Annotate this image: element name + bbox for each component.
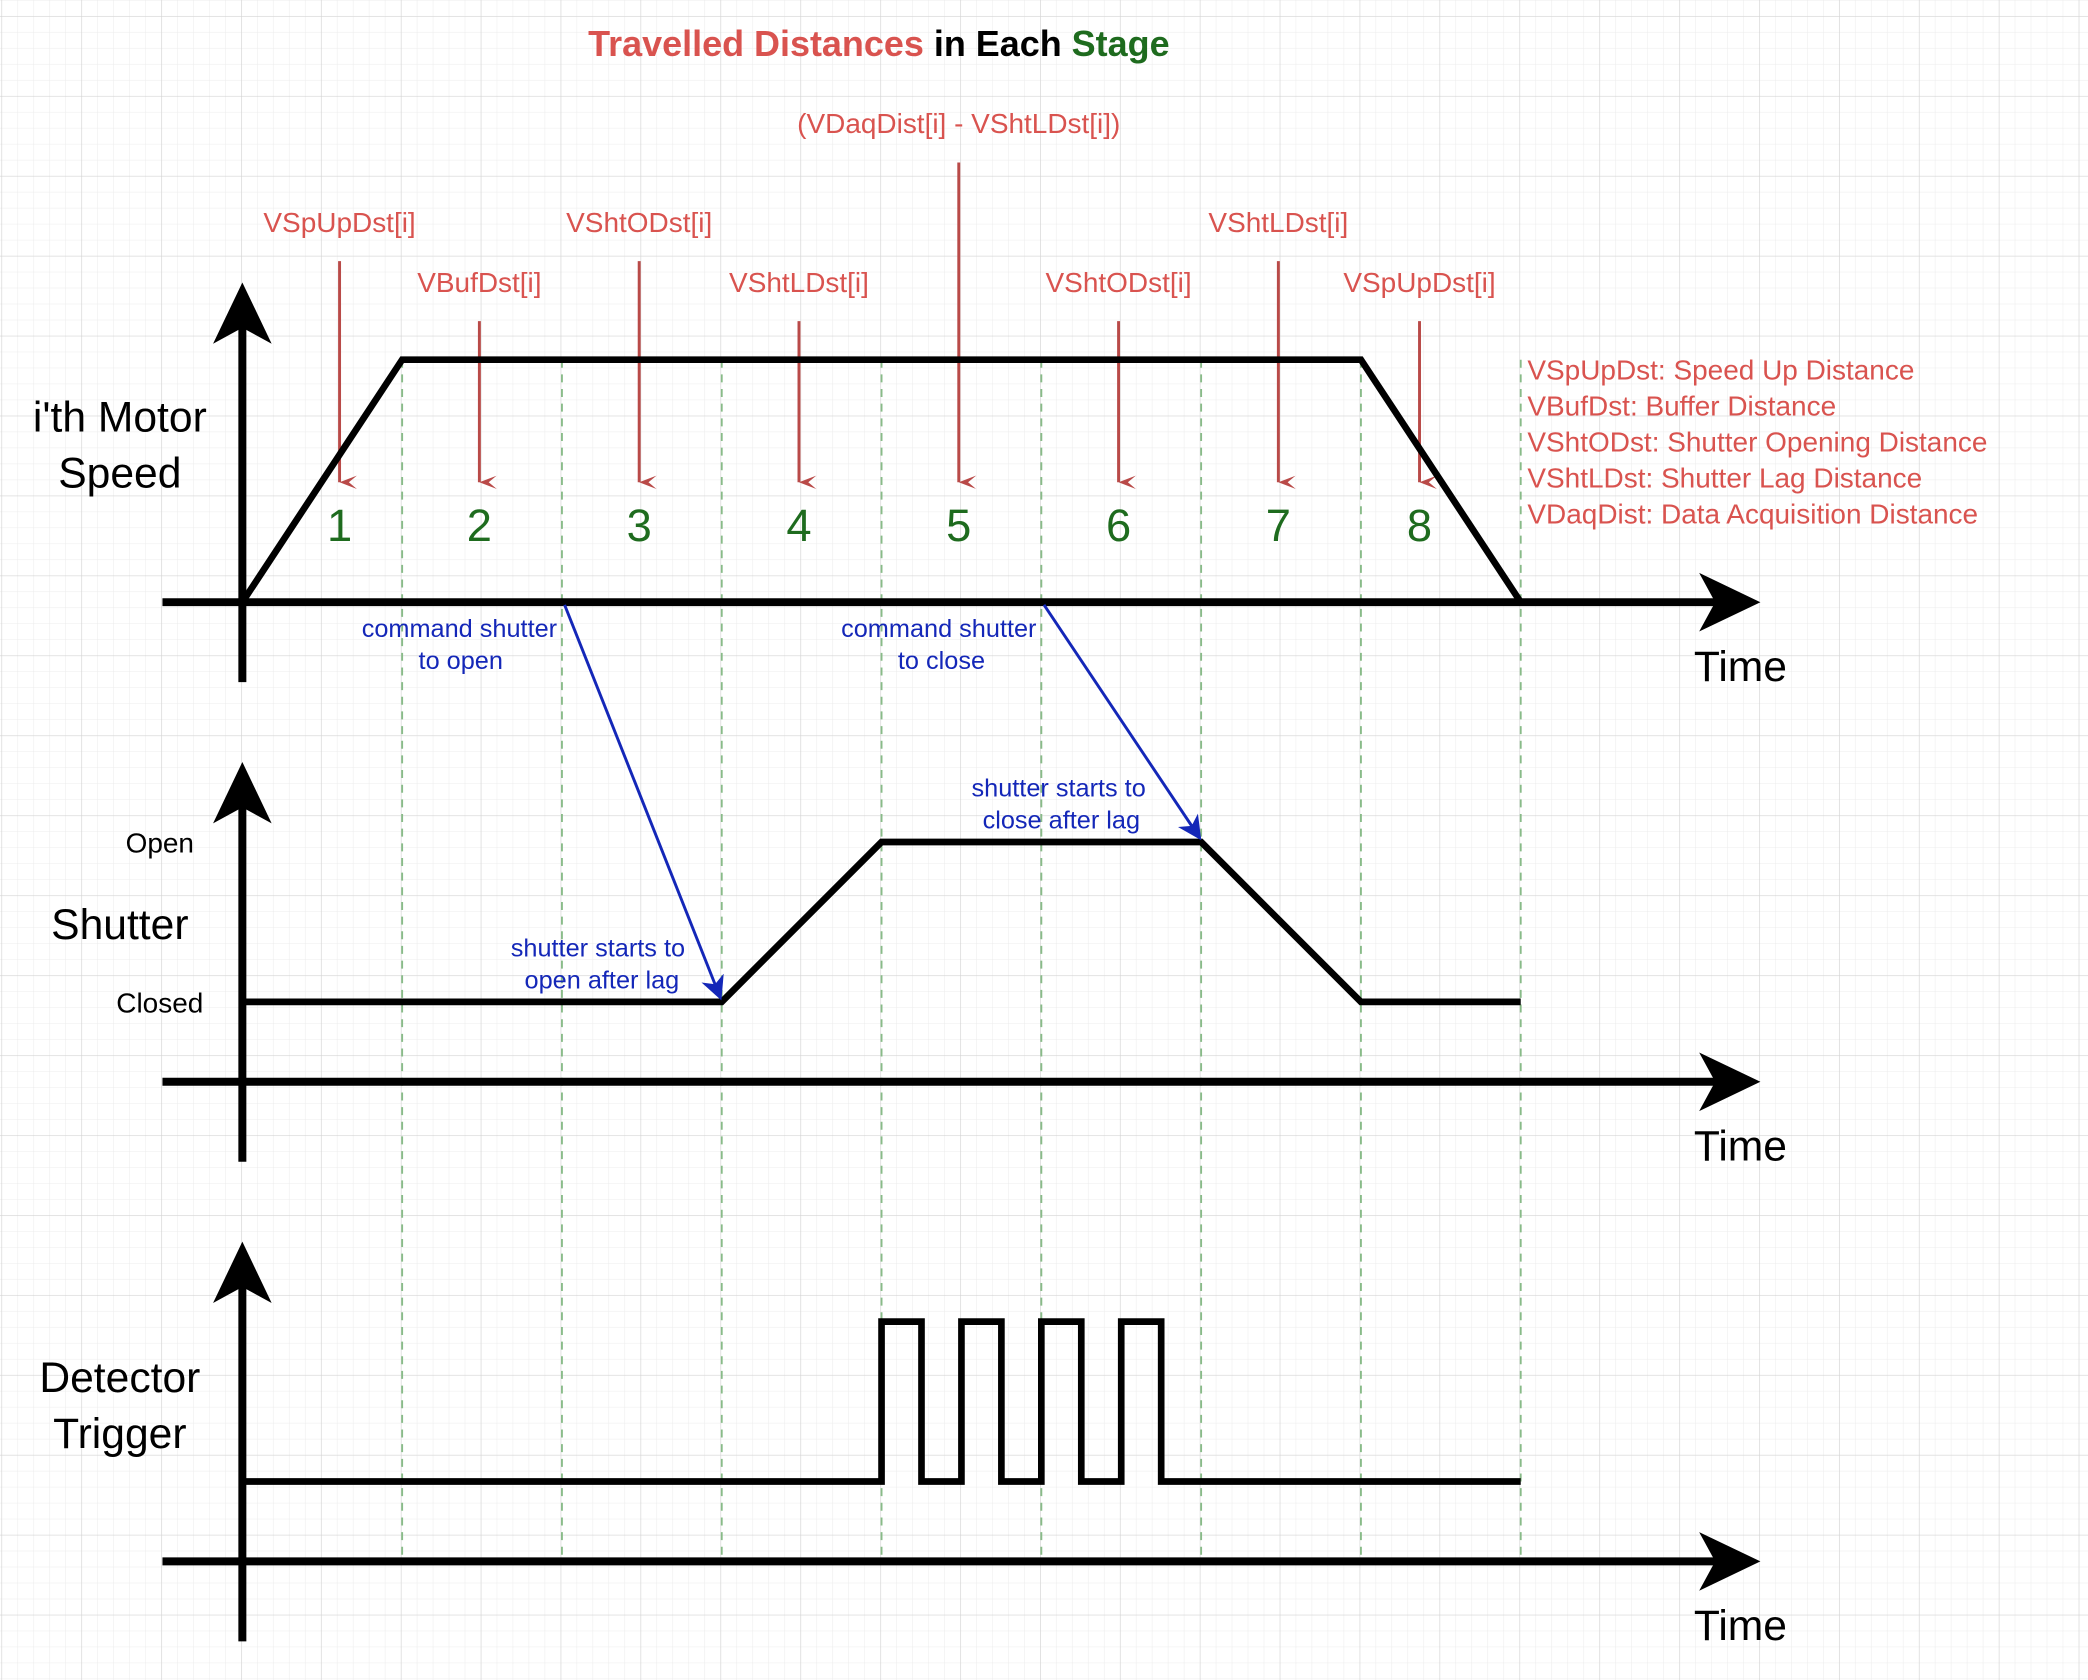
shutter-open-label: Open — [126, 828, 194, 859]
starts-open-label-line1: shutter starts to — [511, 935, 685, 963]
cmd-open-label-line1: command shutter — [362, 615, 557, 643]
title-part-middle: in Each — [924, 23, 1072, 64]
distance-label-stage-1: VSpUpDst[i] — [263, 207, 415, 238]
shutter-y-arrowhead — [213, 762, 272, 824]
diagram-title: Travelled Distances in Each Stage — [588, 23, 1169, 64]
distance-label-stage-8: VSpUpDst[i] — [1343, 267, 1495, 298]
legend-item: VShtLDst: Shutter Lag Distance — [1527, 463, 1922, 494]
starts-close-label-line2: close after lag — [983, 807, 1140, 835]
cmd-close-label-line1: command shutter — [841, 615, 1036, 643]
speed-ylabel-line1: i'th Motor — [33, 394, 207, 442]
trigger-x-arrowhead — [1699, 1532, 1761, 1591]
speed-ylabel-line2: Speed — [58, 450, 181, 498]
distance-label-stage-7: VShtLDst[i] — [1208, 207, 1348, 238]
speed-x-arrowhead — [1699, 572, 1761, 632]
trigger-ylabel-line2: Trigger — [53, 1410, 186, 1458]
shutter-ylabel: Shutter — [51, 901, 188, 949]
stage-numbers: 1 2 3 4 5 6 7 8 — [327, 500, 1432, 551]
cmd-open-arrow — [563, 604, 724, 1001]
shutter-state-line — [242, 838, 1521, 1006]
shutter-x-arrowhead — [1699, 1052, 1761, 1112]
trigger-panel: Detector Trigger Time — [39, 1241, 1787, 1650]
shutter-panel: Shutter Open Closed Time — [51, 762, 1787, 1170]
distance-label-stage-3: VShtODst[i] — [566, 207, 712, 238]
legend-item: VShtODst: Shutter Opening Distance — [1527, 427, 1987, 458]
trigger-y-arrowhead — [213, 1241, 272, 1303]
stage-number-7: 7 — [1266, 500, 1291, 551]
abbreviation-legend: VSpUpDst: Speed Up Distance VBufDst: Buff… — [1527, 355, 1987, 530]
stage-number-2: 2 — [467, 500, 492, 551]
stage-number-6: 6 — [1106, 500, 1131, 551]
stage-number-8: 8 — [1407, 500, 1432, 551]
title-part-distances: Travelled Distances — [588, 23, 924, 64]
distance-label-stage-4: VShtLDst[i] — [729, 267, 869, 298]
starts-open-label-line2: open after lag — [525, 967, 680, 995]
legend-item: VSpUpDst: Speed Up Distance — [1527, 355, 1914, 386]
cmd-close-label-line2: to close — [898, 647, 985, 675]
distance-arrows: VSpUpDst[i]VBufDst[i]VShtODst[i]VShtLDst… — [263, 108, 1496, 489]
title-part-stage: Stage — [1072, 23, 1170, 64]
legend-item: VBufDst: Buffer Distance — [1527, 391, 1836, 422]
stage-number-5: 5 — [946, 500, 971, 551]
shutter-xlabel: Time — [1694, 1122, 1787, 1170]
trigger-xlabel: Time — [1694, 1602, 1787, 1650]
speed-profile-line — [239, 356, 1524, 605]
trigger-ylabel-line1: Detector — [39, 1354, 200, 1402]
distance-label-stage-5: (VDaqDist[i] - VShtLDst[i]) — [797, 108, 1120, 139]
trigger-pulse-train — [242, 1318, 1521, 1485]
distance-label-stage-2: VBufDst[i] — [417, 267, 541, 298]
legend-item: VDaqDist: Data Acquisition Distance — [1527, 499, 1978, 530]
cmd-close-arrow — [1042, 604, 1202, 841]
shutter-annotations: command shutter to open command shutter … — [362, 604, 1202, 1001]
starts-close-label-line1: shutter starts to — [971, 775, 1145, 803]
speed-panel: i'th Motor Speed Time — [33, 282, 1787, 691]
stage-number-1: 1 — [327, 500, 352, 551]
cmd-open-label-line2: to open — [419, 647, 503, 675]
shutter-closed-label: Closed — [116, 988, 203, 1019]
distance-label-stage-6: VShtODst[i] — [1046, 267, 1192, 298]
speed-y-arrowhead — [213, 282, 272, 344]
speed-xlabel: Time — [1694, 643, 1787, 691]
stage-number-4: 4 — [786, 500, 811, 551]
stage-number-3: 3 — [627, 500, 652, 551]
